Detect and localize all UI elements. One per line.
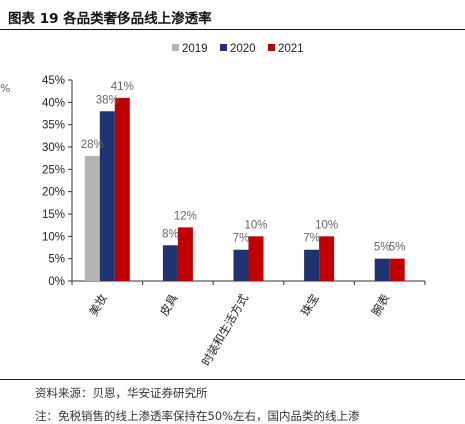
legend-label-2021: 2021 bbox=[278, 43, 304, 55]
bar-2021 bbox=[114, 97, 130, 281]
y-tick-label: 45% bbox=[42, 75, 65, 87]
legend-swatch-2021 bbox=[268, 44, 275, 51]
y-tick-label: 25% bbox=[42, 164, 65, 176]
bar-series bbox=[84, 97, 405, 282]
y-tick-label: 30% bbox=[42, 142, 65, 154]
data-label: 10% bbox=[244, 219, 267, 231]
category-label: 珠宝 bbox=[298, 292, 322, 319]
y-tick-label: 0% bbox=[48, 276, 65, 288]
bar-2021 bbox=[389, 258, 405, 281]
source-rule bbox=[0, 379, 465, 380]
category-label: 皮具 bbox=[157, 291, 181, 318]
data-label: 28% bbox=[81, 139, 104, 151]
figure-title: 图表 19 各品类奢侈品线上渗透率 bbox=[8, 11, 212, 27]
y-tick-label: 15% bbox=[42, 209, 65, 221]
data-label: 41% bbox=[111, 81, 134, 93]
chart-legend: 2019 2020 2021 bbox=[172, 43, 304, 55]
note-text: 注：免税销售的线上渗透率保持在50%左右，国内品类的线上渗 bbox=[35, 409, 360, 423]
bar-2020 bbox=[374, 258, 390, 281]
data-label: 10% bbox=[315, 219, 338, 231]
y-tick-label: 35% bbox=[42, 120, 65, 132]
data-label: 38% bbox=[96, 94, 119, 106]
title-rule bbox=[0, 29, 465, 30]
data-label: 5% bbox=[374, 242, 391, 254]
x-axis: 美妆 皮具 时装和生活方式 珠宝 腕表 bbox=[71, 280, 426, 368]
data-labels: 28% 38%41% 8% 12% 7% 10% 7% 10% 5%5% bbox=[81, 81, 406, 254]
data-label: 12% bbox=[174, 210, 197, 222]
bar-2021 bbox=[177, 227, 193, 281]
bar-2020 bbox=[99, 111, 115, 282]
y-tick-label: 5% bbox=[48, 254, 65, 266]
data-label: 8% bbox=[162, 228, 179, 240]
bar-2021 bbox=[248, 236, 264, 281]
data-label: 7% bbox=[233, 233, 250, 245]
bar-2019 bbox=[84, 155, 100, 281]
legend-swatch-2019 bbox=[172, 44, 179, 51]
source-text: 资料来源：贝恩，华安证券研究所 bbox=[35, 386, 208, 400]
category-label: 腕表 bbox=[369, 291, 393, 318]
legend-label-2019: 2019 bbox=[182, 43, 208, 55]
y-tick-label: 20% bbox=[42, 187, 65, 199]
bar-2020 bbox=[162, 245, 178, 281]
cropped-axis-mark: % bbox=[0, 82, 11, 95]
category-label: 时装和生活方式 bbox=[199, 291, 252, 368]
bar-2021 bbox=[319, 236, 335, 281]
y-tick-label: 10% bbox=[42, 231, 65, 243]
category-label: 美妆 bbox=[86, 291, 110, 318]
legend-label-2020: 2020 bbox=[230, 43, 256, 55]
y-axis: 0% 5% 10% 15% 20% 25% 30% 35% 40% 45% bbox=[42, 75, 73, 288]
bar-2020 bbox=[233, 249, 249, 281]
y-tick-label: 40% bbox=[42, 97, 65, 109]
bar-chart: 2019 2020 2021 0% 5% 10% 15% 20% 25% 30% 35% 40% 45… bbox=[42, 43, 426, 368]
data-label: 7% bbox=[303, 233, 320, 245]
legend-swatch-2020 bbox=[220, 44, 227, 51]
bar-2020 bbox=[304, 249, 320, 281]
data-label: 5% bbox=[389, 242, 406, 254]
